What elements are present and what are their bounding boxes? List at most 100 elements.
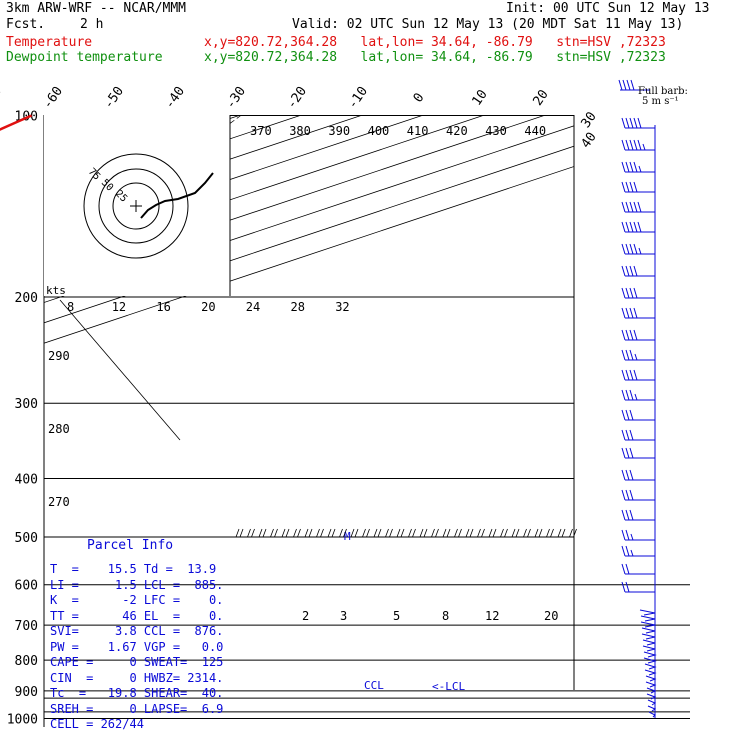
pressure-tick-label: 700 [15, 619, 38, 634]
dry-adiabat-label: 270 [48, 495, 70, 509]
barb-feather [621, 563, 626, 575]
pressure-tick-label: 500 [15, 531, 38, 546]
surface-barb-tick [569, 528, 577, 538]
wind-barb [621, 265, 655, 277]
wind-barb-compact [647, 705, 657, 712]
parcel-row: CIN = 0 HWBZ= 2314. [50, 670, 224, 685]
wind-barb-compact [646, 693, 657, 700]
barb-half-feather [638, 165, 642, 173]
wind-barb [621, 243, 655, 255]
barb-feather [633, 369, 638, 381]
barb-feather [625, 447, 630, 459]
wind-barb-compact [639, 609, 656, 616]
parcel-row: T = 15.5 Td = 13.9 [50, 562, 217, 576]
surface-barb-tick [304, 528, 313, 538]
wind-speed-tick-label: 16 [156, 300, 170, 314]
mixing-ratio-label: 3 [340, 609, 347, 623]
wind-speed-tick-label: 20 [201, 300, 215, 314]
surface-barb-tick [247, 528, 255, 538]
barb-feather [625, 287, 630, 299]
barb-feather [621, 545, 626, 557]
barb-feather [621, 529, 626, 541]
theta-e-label: 440 [524, 124, 546, 138]
wind-barbs [621, 117, 657, 718]
barb-feather [621, 161, 626, 173]
barb-feather [621, 329, 626, 341]
barb-feather [625, 243, 630, 255]
wind-barb [621, 409, 655, 421]
isotherm-label: -60 [40, 84, 66, 112]
barb-feather [625, 221, 630, 233]
barb-feather [621, 509, 626, 521]
barb-feather [625, 139, 630, 151]
theta-e-label: 430 [485, 124, 507, 138]
isotherm-label: -70 [0, 84, 5, 112]
barb-feather [633, 221, 638, 233]
barb-feather [625, 349, 630, 361]
pressure-tick-label: 400 [15, 473, 38, 488]
barb-feather [629, 287, 634, 299]
parcel-row: CELL = 262/44 [50, 717, 144, 731]
barb-feather [629, 161, 634, 173]
surface-barb-tick [235, 528, 244, 538]
barb-feather [621, 243, 626, 255]
wind-barb-compact [643, 651, 657, 658]
barb-feather [621, 429, 626, 441]
barb-feather [633, 329, 638, 341]
barb-feather [629, 243, 634, 255]
barb-feather [625, 117, 630, 129]
surface-barb-tick [419, 528, 428, 538]
wind-speed-tick-label: 32 [335, 300, 349, 314]
surface-barb-tick [465, 528, 474, 538]
pressure-tick-label: 800 [15, 654, 38, 669]
surface-barb-tick [477, 528, 485, 538]
barb-feather [621, 489, 626, 501]
barb-feather [625, 529, 630, 541]
barb-feather [633, 243, 638, 255]
isotherm-label: 30 [578, 109, 599, 130]
wind-barb [621, 161, 655, 173]
wind-barb-compact [640, 615, 656, 622]
wind-barb-compact [640, 621, 656, 628]
isotherm-label: -10 [345, 84, 371, 112]
barb-feather [633, 117, 638, 129]
barb-feather [621, 265, 626, 277]
isotherm-line [44, 166, 574, 344]
pressure-tick-label: 1000 [7, 713, 38, 728]
dry-adiabat-label: 280 [48, 422, 70, 436]
barb-feather [621, 117, 626, 129]
surface-barb-tick [373, 528, 382, 538]
forecast-hour: 2 h [80, 17, 104, 32]
surface-barb-tick [270, 528, 278, 538]
barb-feather [637, 117, 642, 129]
parcel-row: PW = 1.67 VGP = 0.0 [50, 639, 224, 654]
barb-feather [629, 447, 634, 459]
barb-feather [625, 563, 630, 575]
barb-half-feather [638, 247, 642, 255]
surface-barb-tick [442, 528, 451, 538]
parcel-row: TT = 46 EL = 0. [50, 608, 224, 623]
surface-barb-tick [339, 528, 347, 538]
wind-barb [621, 139, 655, 151]
barb-feather [625, 201, 630, 213]
barb-feather [621, 349, 626, 361]
pressure-tick-label: 200 [15, 291, 38, 306]
isotherm-label: 20 [530, 87, 551, 108]
theta-e-label: 370 [250, 124, 272, 138]
wind-speed-tick-label: 12 [112, 300, 126, 314]
barb-feather [625, 161, 630, 173]
barb-feather [633, 181, 638, 193]
surface-barb-tick [511, 528, 520, 538]
surface-barb-tick [431, 528, 439, 538]
theta-e-label: 420 [446, 124, 468, 138]
barb-feather [621, 139, 626, 151]
forecast-label: Fcst. [6, 17, 46, 32]
wind-speed-tick-label: 24 [246, 300, 260, 314]
barb-feather [629, 409, 634, 421]
wind-barb [621, 447, 655, 459]
barb-key-feather [626, 79, 631, 91]
barb-feather [621, 307, 626, 319]
barb-feather [629, 139, 634, 151]
barb-feather [625, 409, 630, 421]
